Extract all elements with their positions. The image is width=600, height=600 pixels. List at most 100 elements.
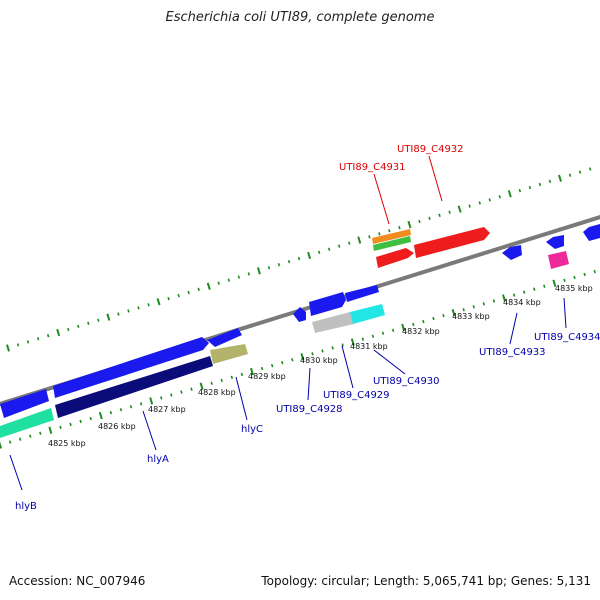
major-tick: [552, 279, 557, 287]
minor-tick: [79, 419, 82, 424]
minor-tick: [432, 316, 435, 321]
major-tick: [401, 323, 406, 332]
scale-label: 4834 kbp: [503, 298, 541, 307]
major-tick: [307, 251, 312, 260]
major-tick: [149, 397, 154, 405]
minor-tick: [368, 235, 371, 239]
blue-gene-tiny-b[interactable]: [583, 224, 600, 241]
forward-gene-orange[interactable]: [372, 229, 411, 244]
gene-label[interactable]: UTI89_C4930: [373, 376, 440, 387]
minor-tick: [588, 167, 592, 171]
minor-tick: [240, 372, 244, 377]
scale-label: 4825 kbp: [48, 439, 86, 448]
hlya-gene[interactable]: [55, 356, 213, 418]
minor-tick: [217, 281, 220, 285]
minor-tick: [109, 410, 113, 415]
minor-tick: [119, 408, 123, 412]
minor-tick: [498, 195, 501, 199]
minor-tick: [127, 309, 130, 313]
gene-label[interactable]: UTI89_C4931: [339, 162, 406, 173]
minor-tick: [227, 278, 230, 282]
minor-tick: [381, 331, 385, 335]
major-tick: [156, 298, 161, 306]
outer-tick-track: [6, 167, 592, 352]
minor-tick: [270, 363, 274, 368]
leader-lines: [9, 155, 567, 491]
blue-gene-small-c[interactable]: [345, 285, 379, 302]
utI89-c4931-gene[interactable]: [376, 248, 414, 268]
minor-tick: [147, 303, 150, 307]
gene-label[interactable]: UTI89_C4933: [479, 347, 546, 358]
minor-tick: [281, 360, 284, 365]
gene-label[interactable]: UTI89_C4932: [397, 144, 464, 155]
gene-label[interactable]: UTI89_C4928: [276, 404, 343, 415]
forward-gene-green[interactable]: [373, 236, 411, 251]
minor-tick: [442, 313, 445, 318]
major-tick: [56, 328, 61, 337]
minor-tick: [428, 216, 431, 221]
utI89-c4930-gene[interactable]: [350, 304, 385, 324]
hlyb-gene[interactable]: [0, 408, 54, 438]
gene-label[interactable]: hlyC: [241, 424, 263, 435]
blue-gene-tiny-a[interactable]: [546, 235, 564, 249]
minor-tick: [568, 173, 572, 177]
gene-label[interactable]: hlyA: [147, 454, 169, 465]
minor-tick: [16, 343, 20, 347]
minor-tick: [327, 247, 331, 251]
minor-tick: [129, 405, 133, 409]
blue-gene-small-a[interactable]: [293, 307, 306, 322]
minor-tick: [512, 293, 516, 297]
scale-label: 4826 kbp: [98, 422, 136, 431]
utI89-c4933-gene[interactable]: [502, 245, 522, 260]
minor-tick: [462, 308, 465, 312]
minor-tick: [287, 259, 291, 264]
minor-tick: [478, 201, 481, 205]
gene-label[interactable]: hlyB: [15, 501, 37, 512]
minor-tick: [87, 321, 90, 325]
minor-tick: [563, 278, 566, 283]
minor-tick: [291, 358, 294, 362]
major-tick: [106, 313, 111, 321]
major-tick: [451, 309, 456, 317]
scale-label: 4829 kbp: [248, 372, 286, 381]
major-tick: [350, 338, 355, 346]
minor-tick: [160, 396, 163, 400]
major-tick: [300, 353, 305, 361]
major-tick: [206, 282, 211, 290]
hlyc-gene[interactable]: [210, 344, 248, 364]
accession-text: Accession: NC_007946: [9, 574, 146, 588]
minor-tick: [418, 219, 421, 224]
minor-tick: [230, 375, 234, 380]
major-tick: [507, 190, 512, 198]
gene-label[interactable]: UTI89_C4934: [534, 332, 600, 343]
minor-tick: [371, 334, 375, 338]
minor-tick: [518, 188, 522, 193]
minor-tick: [39, 431, 42, 435]
utI89-c4932-gene[interactable]: [414, 227, 490, 258]
scale-label: 4827 kbp: [148, 405, 186, 414]
minor-tick: [593, 269, 596, 274]
scale-label: 4835 kbp: [555, 284, 593, 293]
utI89-c4929-gene[interactable]: [312, 312, 354, 333]
minor-tick: [482, 302, 486, 306]
minor-tick: [67, 327, 70, 332]
minor-tick: [398, 225, 401, 230]
minor-tick: [543, 284, 546, 288]
minor-tick: [180, 390, 183, 394]
upper-blue-gene-2[interactable]: [207, 328, 242, 347]
minor-tick: [187, 290, 190, 295]
minor-tick: [18, 437, 22, 441]
minor-tick: [321, 349, 324, 353]
minor-tick: [97, 318, 100, 322]
scale-label: 4833 kbp: [452, 312, 490, 321]
map-title: Escherichia coli UTI89, complete genome: [165, 10, 435, 25]
gene-label[interactable]: UTI89_C4929: [323, 390, 390, 401]
utI89-c4934-gene[interactable]: [548, 251, 569, 269]
minor-tick: [36, 337, 40, 341]
lower-blue-gene[interactable]: [0, 389, 49, 418]
upper-blue-gene[interactable]: [53, 337, 209, 398]
major-tick: [558, 174, 562, 182]
blue-gene-small-b[interactable]: [309, 292, 346, 316]
minor-tick: [438, 213, 441, 218]
